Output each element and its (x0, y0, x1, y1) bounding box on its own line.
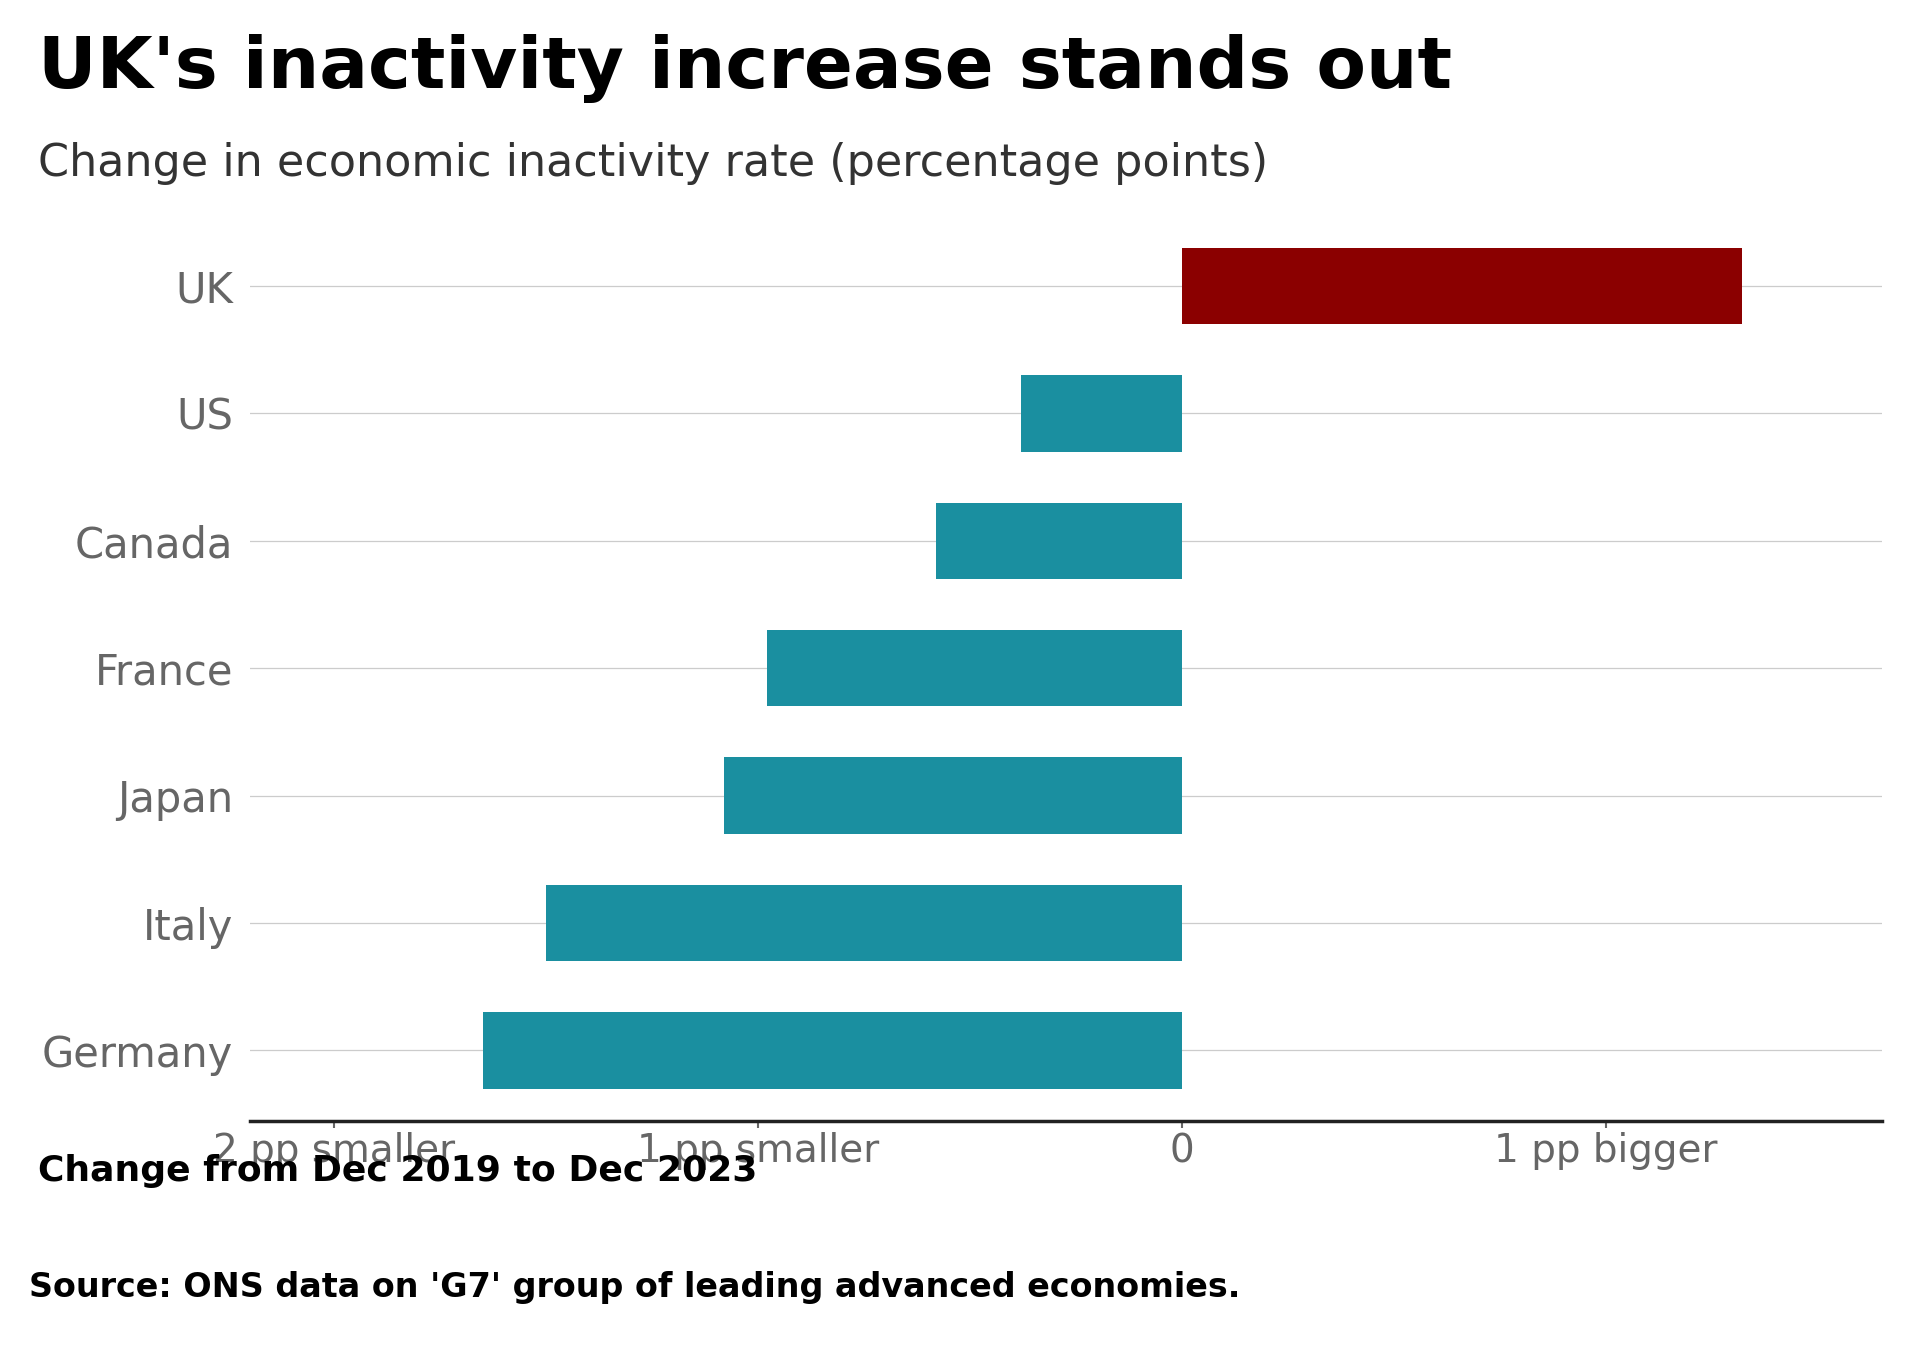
Text: B: B (1674, 1273, 1697, 1303)
Text: Source: ONS data on 'G7' group of leading advanced economies.: Source: ONS data on 'G7' group of leadin… (29, 1272, 1240, 1304)
Text: B: B (1759, 1273, 1782, 1303)
Bar (1021, 375, 1183, 452)
Bar (724, 757, 1183, 834)
Text: Change in economic inactivity rate (percentage points): Change in economic inactivity rate (perc… (38, 142, 1269, 185)
Text: Change from Dec 2019 to Dec 2023: Change from Dec 2019 to Dec 2023 (38, 1154, 758, 1188)
Bar (1183, 248, 1741, 324)
Bar (937, 502, 1183, 579)
Text: C: C (1843, 1273, 1866, 1303)
Text: UK's inactivity increase stands out: UK's inactivity increase stands out (38, 34, 1452, 103)
Bar (547, 884, 1183, 961)
Bar (766, 630, 1183, 706)
Bar (482, 1012, 1183, 1088)
